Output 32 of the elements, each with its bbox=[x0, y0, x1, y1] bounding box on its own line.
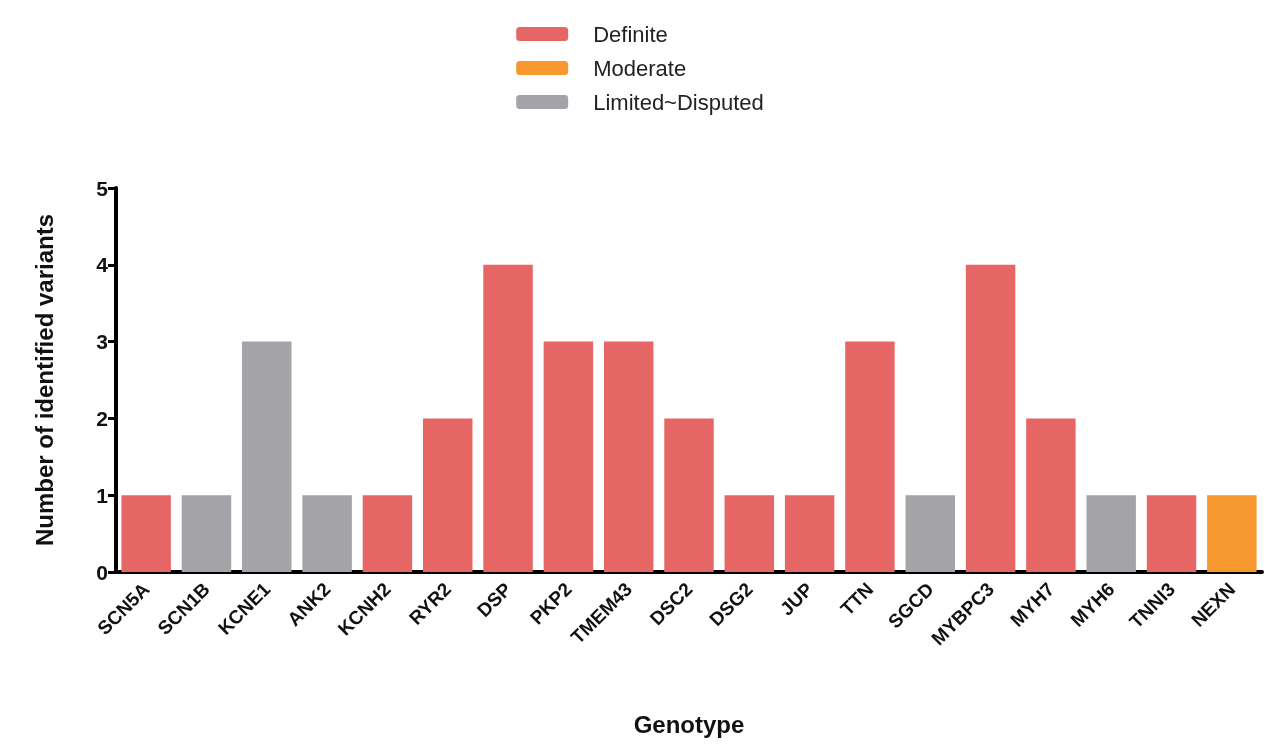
x-axis-title: Genotype bbox=[633, 710, 745, 738]
bar bbox=[302, 495, 352, 572]
bar bbox=[603, 341, 654, 572]
bar bbox=[1086, 495, 1136, 572]
y-tick-label: 3 bbox=[96, 330, 108, 354]
bar bbox=[483, 264, 533, 572]
bar bbox=[965, 264, 1016, 572]
bar bbox=[242, 341, 292, 572]
bar bbox=[724, 495, 775, 572]
bar bbox=[784, 495, 835, 572]
bar bbox=[1146, 495, 1197, 572]
bar bbox=[423, 418, 473, 572]
legend-label: Limited~Disputed bbox=[593, 89, 764, 115]
y-tick-label: 5 bbox=[96, 176, 109, 200]
x-tick-label: JUP bbox=[776, 578, 818, 620]
bar bbox=[905, 495, 955, 572]
bar bbox=[362, 495, 413, 572]
y-tick-label: 4 bbox=[96, 253, 109, 277]
bar bbox=[121, 495, 171, 572]
y-tick-label: 1 bbox=[96, 483, 109, 507]
bar bbox=[1207, 495, 1257, 572]
legend-label: Moderate bbox=[593, 55, 687, 81]
y-axis-title: Number of identified variants bbox=[30, 213, 58, 547]
bar bbox=[664, 418, 714, 572]
bar bbox=[543, 341, 594, 572]
y-tick-label: 0 bbox=[96, 560, 108, 584]
bar bbox=[181, 495, 232, 572]
x-tick-label: TTN bbox=[836, 578, 878, 620]
bar bbox=[845, 341, 895, 572]
legend-label: Definite bbox=[593, 21, 668, 47]
bar bbox=[1026, 418, 1076, 572]
y-tick-label: 2 bbox=[96, 406, 108, 430]
